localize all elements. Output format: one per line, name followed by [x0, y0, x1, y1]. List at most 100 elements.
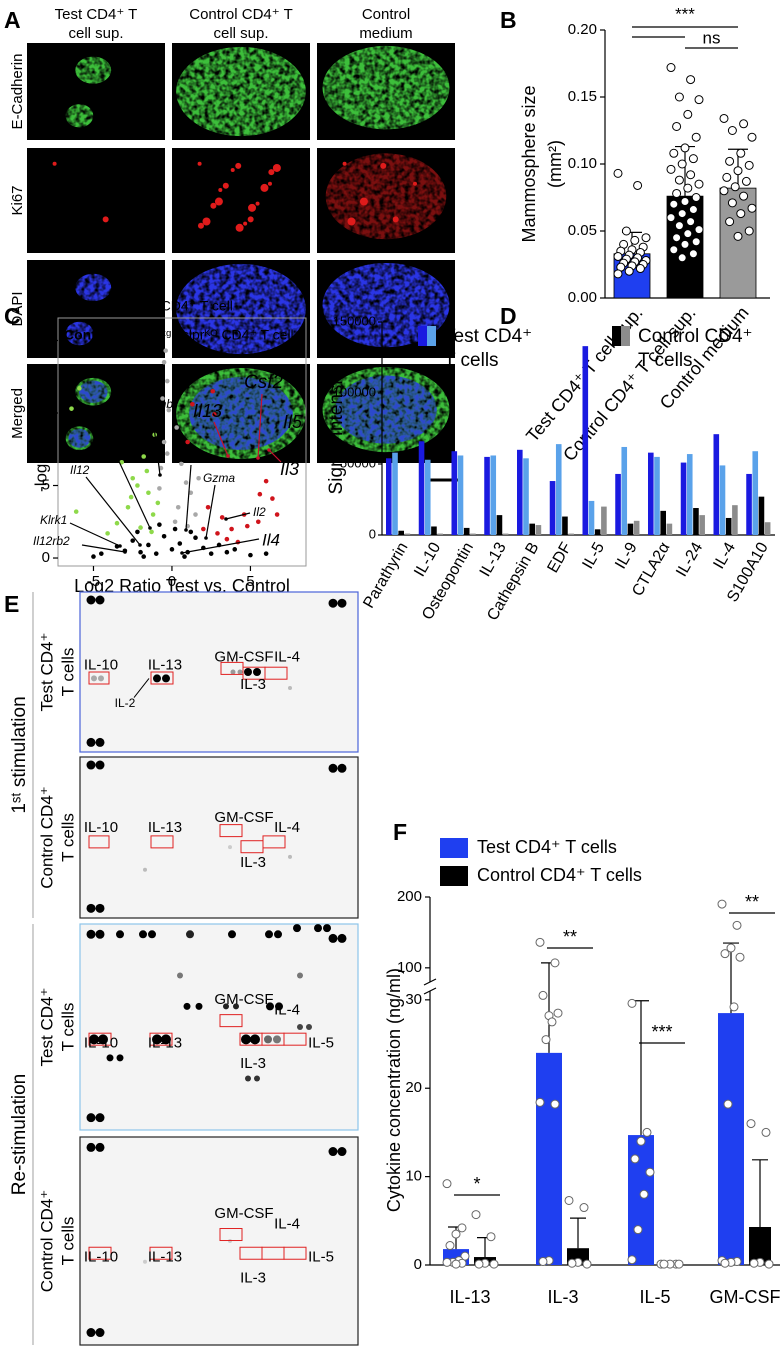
spot-label: IL-13 [148, 657, 182, 674]
data-point [442, 1257, 452, 1267]
annotation-arrow [225, 512, 251, 520]
data-point [739, 119, 749, 129]
data-point [688, 154, 698, 164]
spot-label: IL-3 [240, 1269, 266, 1286]
blot-spot [143, 1259, 147, 1264]
data-point [726, 943, 736, 953]
data-point [694, 95, 704, 105]
row-label: Test CD4⁺ [37, 988, 56, 1067]
spot-label: IL-13 [148, 1249, 182, 1266]
blot-spot [328, 598, 338, 608]
data-point [582, 1259, 592, 1269]
data-point [761, 1127, 771, 1137]
data-point [719, 113, 729, 123]
data-point [141, 554, 147, 559]
y-tick-label: 100 [397, 959, 422, 976]
arrow-head [267, 448, 271, 452]
bar [628, 1135, 654, 1265]
annotation-arrow [181, 538, 260, 554]
row-label: T cells [58, 813, 77, 862]
data-point [720, 1258, 730, 1268]
blot-spot [95, 595, 105, 605]
spot-box [88, 1246, 112, 1260]
data-point [686, 217, 696, 227]
legend-label: Control CD4⁺ T cells [477, 865, 642, 885]
panel-label: B [500, 7, 517, 33]
data-point [744, 226, 754, 236]
blot-spot [275, 1002, 283, 1011]
spot-box [149, 1032, 173, 1046]
bar [484, 456, 490, 535]
data-point [677, 159, 687, 169]
blot-spot [183, 1002, 191, 1010]
data-point [201, 526, 206, 532]
y-tick-label: 5 [42, 476, 50, 493]
legend-swatch [612, 326, 621, 346]
stain [176, 263, 306, 355]
blot-spot [95, 737, 105, 747]
bar [764, 522, 771, 535]
blot-spot [161, 1034, 171, 1045]
blot [79, 1136, 359, 1346]
data-point [153, 551, 159, 556]
arrow-head [158, 473, 162, 477]
spot-box [88, 671, 110, 685]
spot-label: IL-4 [274, 1215, 300, 1232]
blot-spot [250, 1034, 260, 1045]
blot-spot [95, 929, 105, 939]
row-label: Merged [9, 388, 26, 439]
data-point [688, 205, 698, 215]
stain [65, 104, 94, 128]
stain [268, 169, 275, 176]
spot-label: IL-13 [148, 819, 182, 836]
stain [235, 162, 242, 169]
legend-text: Tslp-PyMtᵗᵍ CD4⁺ T cell [87, 298, 233, 314]
blot-spot [86, 760, 96, 770]
data-point [114, 520, 120, 526]
stain [102, 216, 109, 223]
y-axis-label: Mammosphere size [519, 85, 539, 242]
spot-label: IL-5 [308, 1034, 334, 1051]
data-point [741, 176, 751, 186]
bar [392, 452, 398, 535]
blot-spot [297, 972, 303, 979]
bar [549, 481, 556, 535]
data-point [185, 439, 190, 445]
stain [197, 161, 202, 166]
spot-label: GM-CSF [214, 1205, 273, 1222]
stain [68, 428, 91, 448]
legend-swatch [418, 326, 427, 346]
bar [758, 496, 765, 535]
data-point [683, 183, 693, 193]
blot-spot [337, 933, 347, 943]
spot-label: IL-3 [240, 1055, 266, 1072]
data-point [725, 217, 735, 227]
spot-label: IL-5 [308, 1249, 334, 1266]
stain [235, 223, 244, 232]
data-point [135, 483, 140, 488]
blot-spot [116, 930, 124, 939]
data-point [547, 1017, 557, 1027]
data-point [489, 1259, 499, 1269]
blot-spot [328, 763, 338, 773]
data-point [215, 531, 220, 536]
data-point [736, 148, 746, 158]
data-point [210, 388, 216, 394]
x-axis-label: Log2 Ratio Test vs. Control [74, 576, 290, 596]
x-tick-label: IL-9 [612, 540, 641, 572]
data-point [680, 143, 690, 153]
spot-box [283, 1032, 307, 1046]
spot-box [219, 824, 243, 838]
blot-spot [306, 1024, 312, 1030]
legend-label: T cells [638, 350, 693, 371]
y-tick-label: 20 [405, 1079, 422, 1096]
stain [78, 380, 108, 403]
blot-spot [254, 1075, 260, 1082]
blot-spot [177, 972, 183, 979]
bar [568, 533, 574, 535]
data-point [150, 512, 156, 517]
y-tick-label: 30 [405, 991, 422, 1008]
micrograph [27, 148, 165, 253]
data-point [694, 179, 704, 189]
x-tick-label: IL-3 [547, 1287, 578, 1307]
